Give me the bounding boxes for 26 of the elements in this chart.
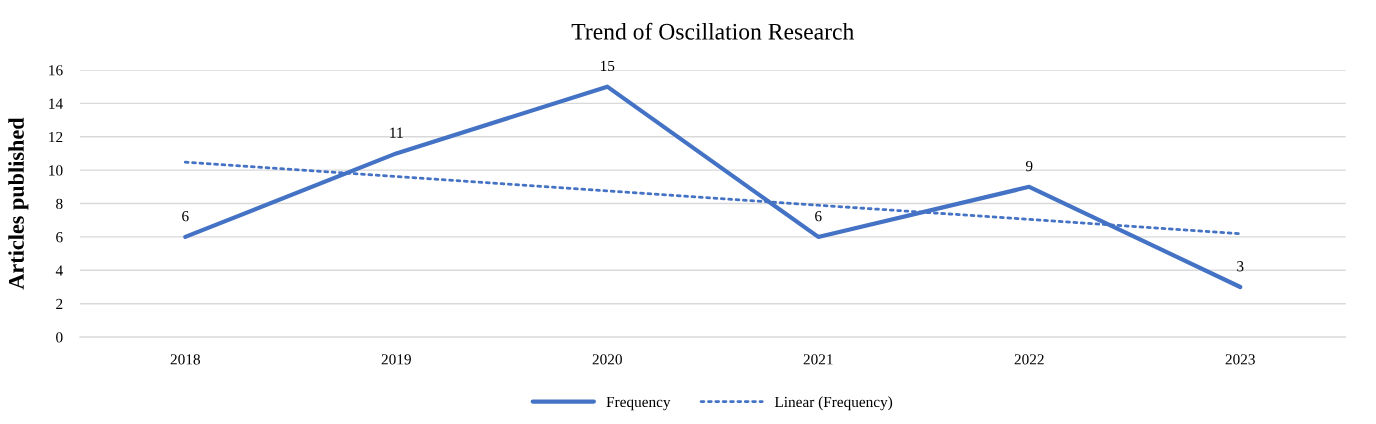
x-tick-label: 2023	[1225, 354, 1255, 365]
line-series	[183, 84, 1243, 290]
y-tick-label: 16	[49, 65, 63, 76]
y-tick-label: 10	[49, 165, 63, 176]
y-tick-label: 8	[56, 198, 63, 209]
legend-label: Linear (Frequency)	[774, 396, 893, 411]
x-tick-label: 2018	[170, 354, 200, 365]
y-tick-label: 4	[55, 265, 63, 276]
y-tick-label: 0	[56, 332, 63, 343]
chart-title: Trend of Oscillation Research	[571, 22, 854, 40]
data-label: 11	[390, 127, 403, 138]
x-tick-label: 2021	[803, 354, 833, 365]
data-label: 6	[815, 211, 822, 222]
x-tick-label: 2019	[381, 354, 411, 365]
x-tick-label: 2022	[1014, 354, 1044, 365]
y-tick-label: 14	[49, 98, 63, 109]
data-label: 3	[1237, 261, 1244, 272]
x-tick-label: 2020	[592, 354, 622, 365]
data-label: 15	[600, 60, 615, 72]
legend-label: Frequency	[606, 396, 671, 411]
data-label: 9	[1025, 160, 1033, 172]
y-tick-label: 6	[56, 232, 63, 243]
y-tick-label: 12	[49, 131, 63, 143]
y-axis-title: Articles published	[8, 117, 29, 290]
data-label: 6	[182, 211, 189, 222]
y-tick-label: 2	[56, 298, 63, 309]
